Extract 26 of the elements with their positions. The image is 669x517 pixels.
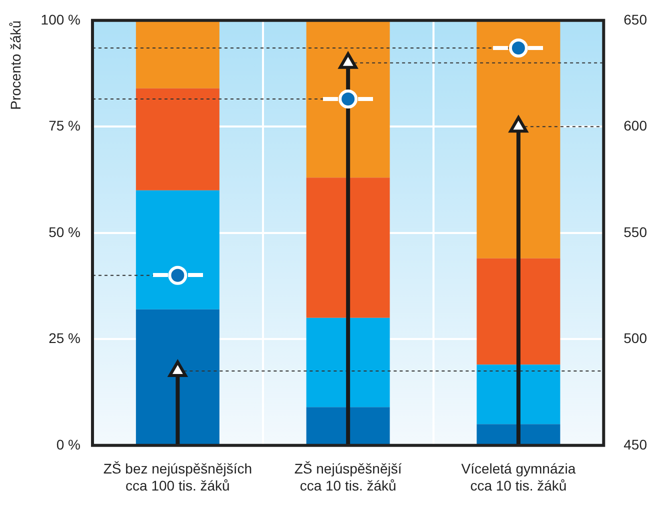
- bar: [136, 190, 220, 310]
- bar: [476, 364, 560, 424]
- bar: [306, 407, 390, 444]
- bar: [306, 318, 390, 408]
- y-axis-title: Procento žáků: [7, 20, 24, 110]
- y-tick-label: 100 %: [40, 11, 80, 28]
- y2-tick-label: 450: [624, 436, 648, 452]
- bar: [476, 424, 560, 444]
- point: [338, 90, 358, 109]
- x-tick-label: ZŠ bez nejúspěšnějších cca 100 tis. žáků: [103, 460, 252, 494]
- bar: [136, 309, 220, 444]
- point: [168, 360, 187, 378]
- point: [168, 266, 188, 285]
- y2-tick-label: 500: [624, 330, 648, 346]
- y2-tick-label: 600: [624, 118, 648, 134]
- y-tick-label: 0 %: [56, 436, 80, 452]
- y-tick-label: 75 %: [48, 118, 80, 134]
- y2-tick-label: 650: [624, 11, 648, 28]
- y-tick-label: 50 %: [48, 224, 80, 240]
- point: [508, 38, 528, 58]
- bar: [136, 20, 220, 88]
- x-tick-label: Víceletá gymnázia cca 10 tis. žáků: [461, 460, 576, 494]
- x-tick-label: ZŠ nejúspěšnější cca 10 tis. žáků: [294, 460, 402, 494]
- bar: [136, 88, 220, 190]
- y2-tick-label: 550: [624, 224, 648, 240]
- y-tick-label: 25 %: [48, 330, 80, 346]
